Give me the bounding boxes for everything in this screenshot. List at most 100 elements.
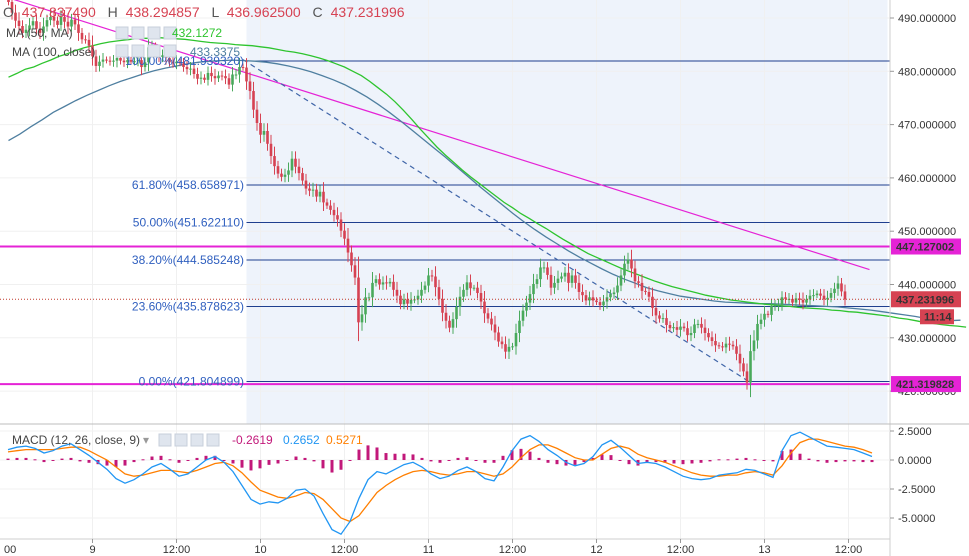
candle-body	[805, 299, 808, 303]
macd-histogram-bar	[438, 460, 442, 463]
close-label: C	[313, 4, 323, 20]
candle-body	[444, 312, 448, 321]
candle-body	[507, 346, 511, 352]
candle-body	[94, 56, 98, 66]
macd-histogram-bar	[69, 457, 73, 460]
candle-body	[682, 326, 686, 329]
candle-body	[766, 313, 770, 315]
candle-body	[486, 313, 490, 319]
macd-legend[interactable]: MACD (12, 26, close, 9) ▾ -0.2619 0.2652…	[12, 433, 363, 447]
macd-histogram-bar	[240, 460, 244, 468]
candle-body	[374, 279, 378, 283]
horizontal-levels[interactable]	[0, 245, 890, 386]
candle-body	[490, 318, 493, 325]
candle-body	[749, 351, 752, 383]
macd-histogram-bar	[537, 457, 541, 460]
candle-body	[679, 326, 682, 330]
macd-legend-buttons[interactable]	[158, 433, 220, 447]
ma50-legend-buttons[interactable]	[115, 26, 177, 40]
candle-body	[388, 281, 392, 284]
candle-body	[707, 333, 710, 338]
candle-body	[203, 77, 206, 80]
time-axis[interactable]: 00 9 12:00 10 12:00 11 12:00 12 12:00 13 12:00	[4, 539, 862, 556]
macd-histogram-bar	[834, 460, 838, 463]
candle-body	[378, 279, 381, 285]
candle-body	[644, 290, 647, 292]
macd-legend-label: MACD (12, 26, close, 9)	[12, 433, 140, 447]
candle-body	[756, 323, 759, 341]
macd-histogram-bar	[159, 455, 163, 460]
candle-body	[497, 332, 500, 342]
macd-histogram-bar	[483, 460, 487, 463]
macd-histogram-bar	[267, 460, 271, 465]
macd-histogram-bar	[753, 459, 757, 461]
candle-body	[472, 287, 476, 289]
macd-histogram-bar	[582, 460, 586, 463]
macd-axis[interactable]: 2.5000 0.0000 -2.5000 -5.0000	[890, 426, 935, 525]
candle-body	[479, 293, 483, 302]
macd-histogram-bar	[465, 457, 469, 460]
candle-body	[290, 158, 294, 171]
macd-histogram-bar	[195, 457, 199, 460]
candle-body	[448, 320, 451, 328]
trend-line[interactable]	[242, 59, 751, 384]
candle-body	[752, 340, 756, 352]
candle-body	[269, 143, 273, 157]
ma100-series	[8, 59, 961, 322]
macd-histogram-bar	[690, 460, 694, 464]
candle-body	[427, 275, 430, 286]
price-tags: 447.127002 437.231996 11:14 421.319828	[891, 238, 961, 393]
candle-body	[416, 295, 420, 300]
candle-body	[738, 353, 742, 364]
x-tick-label: 00	[4, 544, 16, 556]
macd-histogram-bar	[222, 460, 226, 461]
candle-body	[280, 173, 283, 177]
candle-body	[217, 75, 220, 79]
candle-body	[581, 291, 584, 296]
candle-body	[346, 238, 350, 253]
trend-line[interactable]	[5, 0, 870, 271]
candle-body	[227, 78, 231, 85]
chevron-down-icon[interactable]: ▾	[143, 433, 149, 447]
x-tick-label: 12:00	[667, 544, 695, 556]
candle-body	[24, 29, 28, 33]
ma100-legend[interactable]: MA (100, close) 433.3375	[12, 44, 240, 59]
candle-body	[178, 61, 182, 64]
candle-body	[437, 287, 441, 299]
macd-histogram-bar	[627, 460, 631, 465]
ma100-legend-label: MA (100, close)	[12, 45, 95, 59]
macd-histogram-bar	[609, 455, 613, 460]
macd-histogram-bar	[384, 453, 388, 460]
candle-body	[777, 305, 780, 307]
macd-histogram-bar	[807, 458, 811, 460]
y-tick-label: 440.000000	[898, 280, 956, 292]
candle-body	[143, 62, 147, 68]
candle-body	[476, 287, 479, 294]
macd-histogram-bar	[177, 460, 181, 463]
candle-body	[745, 371, 749, 383]
candle-body	[623, 263, 626, 276]
candle-body	[535, 279, 539, 284]
candle-body	[304, 180, 308, 189]
ma100-legend-buttons[interactable]	[115, 44, 177, 58]
macd-histogram-bar	[294, 456, 298, 460]
candle-body	[115, 57, 119, 61]
candle-body	[546, 267, 549, 275]
ma50-legend-label: MA (50, MA)	[6, 26, 73, 40]
macd-histogram-bar	[51, 460, 55, 461]
candle-body	[465, 282, 469, 290]
macd-histogram-bar	[231, 460, 235, 464]
candle-body	[658, 315, 661, 319]
ma50-legend[interactable]: MA (50, MA) 432.1272	[6, 26, 222, 40]
candle-body	[161, 55, 164, 57]
candle-body	[234, 74, 238, 76]
candle-body	[717, 345, 721, 347]
candle-body	[395, 289, 399, 296]
macd-tick-label: -5.0000	[898, 513, 935, 525]
trend-lines[interactable]	[5, 0, 870, 384]
y-tick-label: 470.000000	[898, 120, 956, 132]
candle-body	[462, 289, 465, 297]
macd-histogram-bar	[132, 460, 136, 463]
fibonacci-levels[interactable]	[246, 60, 891, 382]
